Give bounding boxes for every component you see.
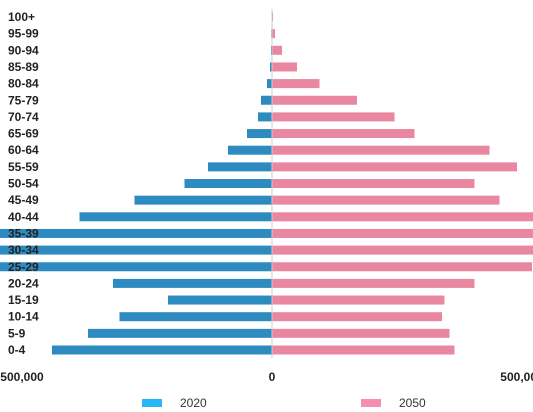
- chart-canvas: 100+ 95-99 90-94 85-89 80-84 75-79 70-74 65-69 6…: [0, 9, 533, 384]
- legend: 2020 2050: [0, 396, 533, 412]
- legend-swatch-2020: [142, 399, 162, 407]
- age-label-45-49: 45-49: [8, 193, 39, 207]
- bar-2050-90-94[interactable]: [272, 45, 282, 55]
- bar-2020-75-79[interactable]: [261, 95, 272, 105]
- legend-item-2020[interactable]: 2020: [142, 396, 207, 410]
- bar-2050-60-64[interactable]: [272, 145, 490, 155]
- bar-2020-30-34[interactable]: [0, 245, 272, 255]
- age-label-40-44: 40-44: [8, 210, 39, 224]
- bar-2050-45-49[interactable]: [272, 195, 500, 205]
- age-label-65-69: 65-69: [8, 127, 39, 141]
- bar-2050-70-74[interactable]: [272, 112, 395, 122]
- bar-2020-15-19[interactable]: [168, 295, 272, 305]
- bar-2050-75-79[interactable]: [272, 95, 357, 105]
- age-label-70-74: 70-74: [8, 110, 39, 124]
- x-tick-label-1: 500,000: [0, 370, 44, 384]
- age-label-20-24: 20-24: [8, 276, 39, 290]
- age-label-90-94: 90-94: [8, 43, 39, 57]
- bar-2050-50-54[interactable]: [272, 179, 475, 188]
- age-label-60-64: 60-64: [8, 143, 39, 157]
- bar-2050-30-34[interactable]: [272, 245, 533, 255]
- legend-label-2020: 2020: [180, 396, 207, 410]
- age-label-10-14: 10-14: [8, 310, 39, 324]
- bar-2020-10-14[interactable]: [119, 312, 273, 322]
- age-label-95-99: 95-99: [8, 27, 39, 41]
- bar-2050-5-9[interactable]: [272, 328, 450, 338]
- x-tick-label-3: 500,000: [500, 370, 533, 384]
- age-label-15-19: 15-19: [8, 293, 39, 307]
- bar-2020-25-29[interactable]: [0, 262, 272, 272]
- bar-2020-65-69[interactable]: [247, 129, 272, 139]
- bar-2050-85-89[interactable]: [272, 62, 297, 72]
- age-label-35-39: 35-39: [8, 226, 39, 240]
- bar-2020-80-84[interactable]: [267, 79, 272, 89]
- age-label-50-54: 50-54: [8, 177, 39, 191]
- bars-layer: [0, 12, 533, 355]
- legend-label-2050: 2050: [399, 396, 426, 410]
- bar-2020-60-64[interactable]: [228, 145, 272, 155]
- bar-2050-65-69[interactable]: [272, 129, 415, 139]
- age-label-5-9: 5-9: [8, 326, 26, 340]
- age-label-75-79: 75-79: [8, 93, 39, 107]
- bar-2050-25-29[interactable]: [272, 262, 532, 272]
- bar-2020-5-9[interactable]: [88, 328, 272, 338]
- bar-2020-45-49[interactable]: [134, 195, 273, 205]
- bar-2050-0-4[interactable]: [272, 345, 455, 355]
- age-label-30-34: 30-34: [8, 243, 39, 257]
- bar-2050-10-14[interactable]: [272, 312, 442, 322]
- bar-2050-20-24[interactable]: [272, 278, 475, 288]
- bar-2020-50-54[interactable]: [184, 179, 273, 188]
- bar-2020-0-4[interactable]: [52, 345, 272, 355]
- bar-2020-40-44[interactable]: [79, 212, 273, 222]
- bar-2050-35-39[interactable]: [272, 228, 533, 238]
- age-label-0-4: 0-4: [8, 343, 26, 357]
- age-labels-layer: 100+ 95-99 90-94 85-89 80-84 75-79 70-74 65-69 6…: [8, 10, 39, 357]
- bar-2020-70-74[interactable]: [258, 112, 272, 122]
- legend-swatch-2050: [361, 399, 381, 407]
- bar-2050-55-59[interactable]: [272, 162, 517, 172]
- bar-2020-20-24[interactable]: [113, 278, 272, 288]
- bar-2050-80-84[interactable]: [272, 79, 320, 89]
- age-label-80-84: 80-84: [8, 77, 39, 91]
- age-label-25-29: 25-29: [8, 260, 39, 274]
- legend-item-2050[interactable]: 2050: [361, 396, 426, 410]
- bar-2050-95-99[interactable]: [272, 29, 275, 39]
- bar-2020-55-59[interactable]: [208, 162, 272, 172]
- age-label-85-89: 85-89: [8, 60, 39, 74]
- bar-2020-85-89[interactable]: [270, 62, 272, 72]
- bar-2050-15-19[interactable]: [272, 295, 445, 305]
- x-tick-label-2: 0: [269, 370, 276, 384]
- bar-2020-35-39[interactable]: [0, 228, 272, 238]
- age-label-55-59: 55-59: [8, 160, 39, 174]
- age-label-100plus: 100+: [8, 10, 35, 24]
- bar-2050-40-44[interactable]: [272, 212, 533, 222]
